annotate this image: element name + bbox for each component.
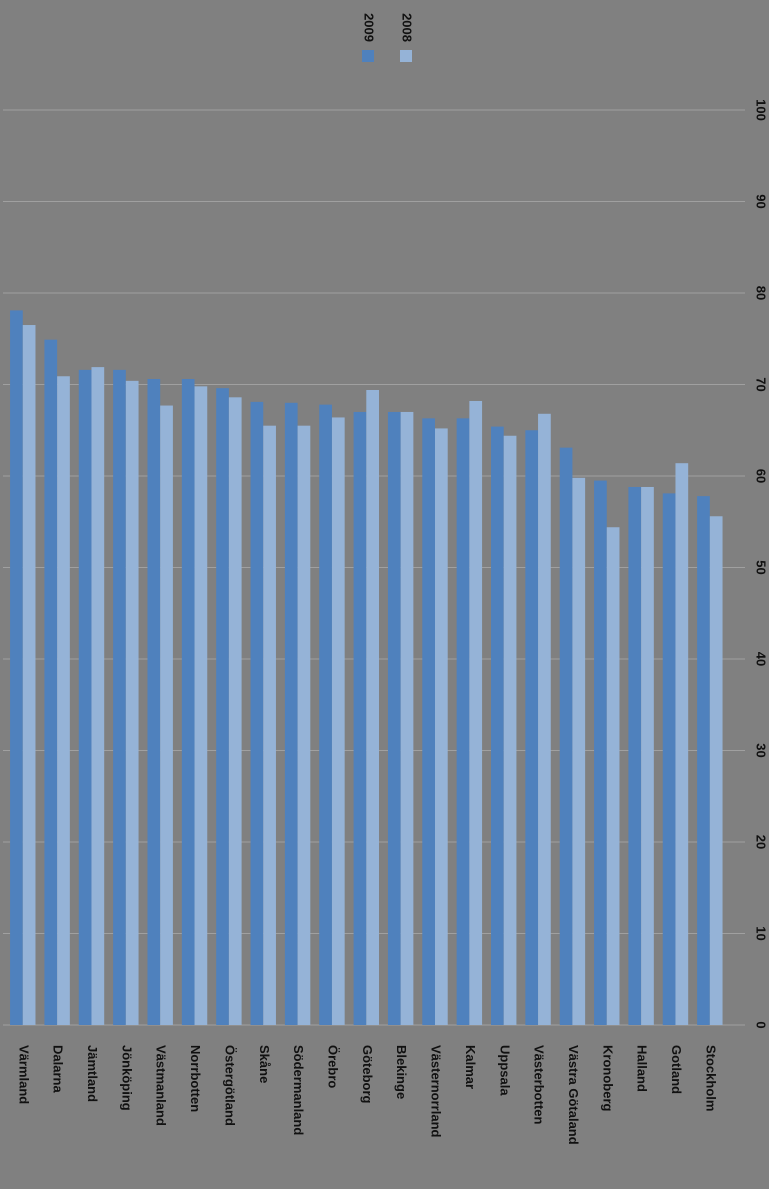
x-tick-label: Stockholm [703, 1045, 718, 1111]
bar [125, 380, 139, 1026]
x-tick-label: Gotland [669, 1045, 684, 1094]
x-tick-label: Södermanland [291, 1045, 306, 1135]
bar [400, 411, 414, 1025]
bar [194, 386, 208, 1026]
x-tick-label: Västra Götaland [566, 1045, 581, 1145]
x-tick-label: Östergötland [222, 1045, 237, 1126]
legend-swatch [400, 50, 412, 62]
bar [113, 369, 126, 1025]
bar [250, 401, 264, 1025]
bar [490, 426, 504, 1026]
bar [284, 402, 298, 1025]
bar [160, 405, 173, 1025]
y-tick-label: 30 [754, 743, 769, 757]
x-tick-label: Jönköping [119, 1045, 134, 1111]
bar [525, 430, 539, 1025]
bar [319, 404, 332, 1025]
bar [387, 411, 401, 1025]
legend-label: 2009 [362, 13, 377, 42]
y-tick-label: 40 [754, 652, 769, 666]
bar [353, 411, 367, 1025]
y-tick-label: 60 [754, 469, 769, 483]
bar [78, 369, 92, 1025]
bar [44, 339, 58, 1025]
bar [572, 477, 586, 1026]
y-tick-label: 80 [754, 286, 769, 300]
bar [594, 480, 607, 1025]
x-tick-label: Örebro [326, 1045, 341, 1088]
bar [628, 486, 642, 1026]
x-tick-label: Västmanland [154, 1045, 169, 1126]
bar [675, 463, 689, 1025]
x-tick-label: Kalmar [463, 1045, 478, 1089]
x-tick-label: Värmland [16, 1045, 31, 1104]
y-tick-label: 20 [754, 835, 769, 849]
x-tick-label: Blekinge [394, 1045, 409, 1099]
bar [91, 367, 105, 1025]
x-tick-label: Jämtland [85, 1045, 100, 1102]
bar [662, 493, 676, 1025]
bar [456, 418, 470, 1026]
bar [297, 425, 311, 1025]
bar [10, 310, 23, 1025]
legend-swatch [362, 50, 374, 62]
bar [216, 388, 229, 1025]
bar [606, 527, 620, 1025]
y-tick-label: 90 [754, 194, 769, 208]
y-tick-label: 70 [754, 377, 769, 391]
y-tick-label: 0 [754, 1021, 769, 1028]
x-tick-label: Dalarna [51, 1045, 66, 1093]
bar [57, 376, 70, 1025]
x-tick-label: Kronoberg [600, 1045, 615, 1112]
legend-label: 2008 [400, 13, 415, 42]
bar [559, 447, 573, 1025]
bar [469, 400, 483, 1026]
bar [538, 413, 551, 1025]
bar [503, 435, 517, 1025]
bar [263, 425, 276, 1025]
bar [422, 418, 436, 1026]
x-tick-label: Halland [635, 1045, 650, 1092]
y-tick-label: 100 [754, 99, 769, 121]
x-tick-label: Göteborg [360, 1045, 375, 1104]
bar [228, 397, 242, 1025]
x-tick-label: Västerbotten [532, 1045, 547, 1125]
bar [641, 486, 654, 1026]
x-tick-label: Skåne [257, 1045, 272, 1083]
x-tick-label: Uppsala [497, 1045, 512, 1096]
y-tick-label: 50 [754, 560, 769, 574]
bar [331, 417, 345, 1025]
bar [435, 428, 448, 1025]
bar [147, 379, 161, 1025]
bar [697, 496, 710, 1025]
bar [709, 516, 723, 1025]
y-tick-label: 10 [754, 926, 769, 940]
x-tick-label: Västernorrland [429, 1045, 444, 1138]
x-tick-label: Norrbotten [188, 1045, 203, 1112]
bar [181, 379, 195, 1025]
bar [366, 389, 380, 1025]
bar [22, 325, 36, 1025]
